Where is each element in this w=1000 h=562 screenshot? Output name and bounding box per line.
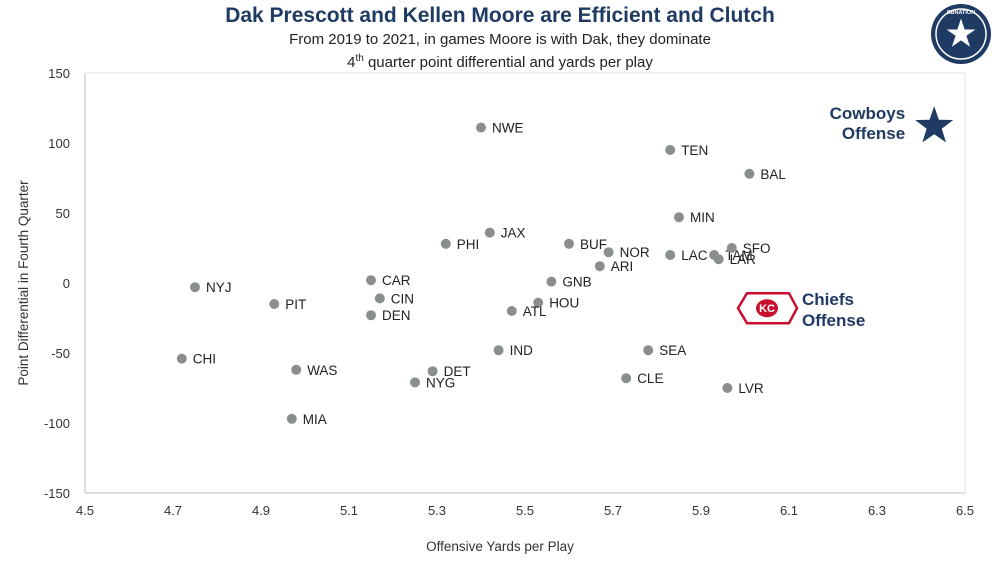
point-label-ari: ARI <box>611 259 634 274</box>
chiefs-label-line1: Chiefs <box>802 290 854 309</box>
point-min <box>674 212 684 223</box>
y-tick-label: 150 <box>48 66 70 81</box>
x-tick-label: 5.9 <box>692 503 710 518</box>
y-tick-label: 100 <box>48 136 70 151</box>
point-label-sea: SEA <box>659 343 686 358</box>
point-label-bal: BAL <box>760 167 786 182</box>
subtitle-line-2: 4th quarter point differential and yards… <box>0 49 1000 72</box>
point-label-lar: LAR <box>730 252 757 267</box>
point-label-chi: CHI <box>193 352 216 367</box>
point-label-nyj: NYJ <box>206 280 232 295</box>
y-tick-label: 50 <box>56 206 70 221</box>
point-lar <box>713 254 724 265</box>
y-tick-label: 0 <box>63 276 70 291</box>
point-was <box>291 364 302 375</box>
y-tick-label: -100 <box>44 416 70 431</box>
point-label-sfo: SFO <box>743 241 771 256</box>
chart-subtitle: From 2019 to 2021, in games Moore is wit… <box>0 30 1000 72</box>
point-ind <box>493 345 504 356</box>
cowboys-star-icon <box>915 106 954 143</box>
point-label-buf: BUF <box>580 237 607 252</box>
point-hou <box>533 297 544 308</box>
subtitle-ordinal: 4 <box>347 54 356 71</box>
chiefs-label-line2: Offense <box>802 311 865 330</box>
point-car <box>366 275 376 286</box>
x-tick-label: 4.9 <box>252 503 270 518</box>
point-den <box>366 310 376 321</box>
point-label-ind: IND <box>510 343 533 358</box>
x-tick-label: 5.7 <box>604 503 622 518</box>
point-sfo <box>726 243 737 253</box>
y-tick-label: -50 <box>51 346 70 361</box>
point-label-phi: PHI <box>457 237 480 252</box>
point-nwe <box>476 122 486 133</box>
point-label-nyg: NYG <box>426 375 455 390</box>
subtitle-ordinal-suffix: th <box>355 53 364 64</box>
x-tick-label: 6.3 <box>868 503 886 518</box>
x-tick-label: 5.1 <box>340 503 358 518</box>
point-label-gnb: GNB <box>562 275 591 290</box>
point-sea <box>643 345 654 356</box>
point-lac <box>665 250 676 260</box>
cowboys-label-line2: Offense <box>842 124 905 143</box>
x-tick-label: 5.5 <box>516 503 534 518</box>
point-label-hou: HOU <box>549 296 579 311</box>
point-nor <box>603 247 614 258</box>
x-tick-label: 4.7 <box>164 503 182 518</box>
point-label-lvr: LVR <box>738 381 764 396</box>
arrowhead-monogram: KC <box>759 303 775 315</box>
point-bal <box>744 168 755 179</box>
point-nyj <box>190 282 200 293</box>
point-ari <box>594 261 605 272</box>
point-gnb <box>546 276 557 287</box>
point-label-det: DET <box>444 364 471 379</box>
point-pit <box>269 299 280 309</box>
point-buf <box>564 238 574 249</box>
point-det <box>427 366 438 377</box>
point-label-nwe: NWE <box>492 121 524 136</box>
x-tick-label: 4.5 <box>76 503 94 518</box>
sbnation-logo-icon: SBNATION <box>931 4 991 64</box>
point-phi <box>440 238 451 249</box>
point-chi <box>176 353 187 364</box>
subtitle-line-1: From 2019 to 2021, in games Moore is wit… <box>289 31 711 48</box>
x-tick-label: 6.5 <box>956 503 974 518</box>
point-lvr <box>722 383 733 393</box>
point-label-pit: PIT <box>285 297 306 312</box>
point-label-cin: CIN <box>391 291 414 306</box>
chiefs-arrowhead-icon: KC <box>736 291 799 325</box>
point-label-lac: LAC <box>681 248 708 263</box>
point-atl <box>506 306 517 316</box>
point-label-jax: JAX <box>501 226 526 241</box>
point-label-nor: NOR <box>620 245 650 260</box>
point-cle <box>621 373 632 384</box>
point-ten <box>665 145 676 155</box>
x-tick-label: 6.1 <box>780 503 798 518</box>
chart-title: Dak Prescott and Kellen Moore are Effici… <box>225 4 775 27</box>
logo-text: SBNATION <box>947 10 975 16</box>
point-cin <box>374 293 385 304</box>
subtitle-rest: quarter point differential and yards per… <box>363 54 653 71</box>
point-label-cle: CLE <box>637 371 663 386</box>
x-tick-label: 5.3 <box>428 503 446 518</box>
point-label-min: MIN <box>690 210 715 225</box>
point-nyg <box>410 377 420 388</box>
y-axis-title: Point Differential in Fourth Quarter <box>16 180 31 386</box>
point-label-car: CAR <box>382 273 411 288</box>
point-label-ten: TEN <box>681 143 708 158</box>
point-mia <box>286 413 297 424</box>
axes: 4.5 4.7 4.9 5.1 5.3 5.5 5.7 5.9 6.1 6.3 6.5 150 100 5… <box>44 66 974 518</box>
x-axis-title: Offensive Yards per Play <box>426 539 574 554</box>
point-label-atl: ATL <box>523 304 547 319</box>
point-label-den: DEN <box>382 308 411 323</box>
point-label-was: WAS <box>307 363 337 378</box>
cowboys-label-line1: Cowboys <box>830 104 906 123</box>
point-label-mia: MIA <box>303 412 327 427</box>
arrowhead-center <box>756 299 778 318</box>
y-tick-label: -150 <box>44 486 70 501</box>
point-jax <box>484 227 495 238</box>
